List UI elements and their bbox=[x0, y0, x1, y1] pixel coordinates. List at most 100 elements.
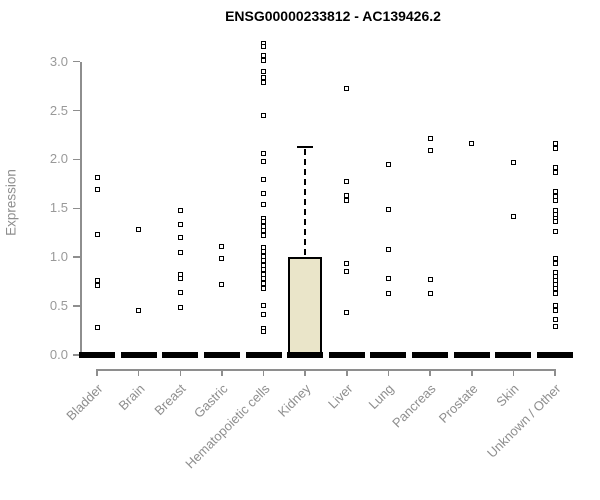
data-point-marker bbox=[552, 197, 558, 203]
data-point-marker bbox=[510, 159, 516, 165]
y-tick-mark bbox=[73, 256, 80, 258]
data-point-marker bbox=[552, 229, 558, 235]
data-point-marker bbox=[552, 290, 558, 296]
data-point-marker bbox=[344, 193, 350, 199]
data-point-marker bbox=[261, 267, 267, 273]
x-tick-mark bbox=[471, 370, 473, 376]
y-tick-mark bbox=[73, 158, 80, 161]
data-point-marker bbox=[552, 302, 558, 308]
x-tick-mark bbox=[221, 370, 223, 376]
data-point-marker bbox=[552, 307, 558, 313]
data-point-marker bbox=[219, 243, 225, 249]
y-axis-label: Expression bbox=[3, 169, 19, 236]
median-bar bbox=[370, 352, 407, 358]
data-point-marker bbox=[510, 213, 516, 219]
data-point-marker bbox=[261, 248, 267, 254]
data-point-marker bbox=[261, 276, 267, 282]
data-point-marker bbox=[261, 257, 267, 263]
data-point-marker bbox=[94, 278, 100, 284]
y-axis-line bbox=[80, 61, 82, 355]
data-point-marker bbox=[385, 276, 391, 282]
data-point-marker bbox=[261, 191, 267, 197]
y-tick-label: 0.5 bbox=[49, 298, 68, 314]
data-point-marker bbox=[552, 164, 558, 170]
median-bar bbox=[245, 352, 282, 358]
data-point-marker bbox=[552, 324, 558, 330]
data-point-marker bbox=[552, 141, 558, 147]
data-point-marker bbox=[385, 246, 391, 252]
x-tick-mark bbox=[137, 370, 140, 376]
data-point-marker bbox=[552, 260, 558, 266]
y-tick-label: 0.0 bbox=[49, 347, 68, 362]
data-point-marker bbox=[261, 201, 267, 207]
data-point-marker bbox=[94, 232, 100, 238]
boxplot-box bbox=[288, 257, 323, 355]
data-point-marker bbox=[552, 169, 558, 175]
y-tick-label: 1.0 bbox=[49, 249, 68, 265]
boxplot-whisker bbox=[303, 148, 306, 256]
boxplot-whisker-cap bbox=[297, 145, 314, 149]
data-point-marker bbox=[261, 158, 267, 164]
median-bar bbox=[453, 352, 490, 358]
data-point-marker bbox=[261, 58, 267, 64]
median-bar bbox=[412, 352, 449, 358]
data-point-marker bbox=[427, 136, 433, 142]
data-point-marker bbox=[344, 269, 350, 275]
x-tick-mark bbox=[554, 370, 556, 376]
median-bar bbox=[537, 352, 574, 358]
y-tick-label: 2.0 bbox=[49, 151, 68, 167]
median-bar bbox=[287, 352, 324, 358]
median-bar bbox=[203, 352, 240, 358]
data-point-marker bbox=[261, 262, 267, 268]
data-point-marker bbox=[552, 146, 558, 152]
data-point-marker bbox=[94, 283, 100, 289]
data-point-marker bbox=[427, 148, 433, 154]
median-bar bbox=[79, 352, 115, 358]
data-point-marker bbox=[261, 219, 267, 225]
data-point-marker bbox=[261, 285, 267, 291]
x-tick-mark bbox=[387, 370, 390, 376]
data-point-marker bbox=[427, 277, 433, 283]
data-point-marker bbox=[344, 260, 350, 266]
data-point-marker bbox=[177, 276, 183, 282]
data-point-marker bbox=[552, 189, 558, 195]
data-point-marker bbox=[344, 197, 350, 203]
data-point-marker bbox=[261, 44, 267, 50]
data-point-marker bbox=[552, 255, 558, 261]
x-tick-mark bbox=[262, 370, 265, 376]
y-tick-mark bbox=[73, 305, 80, 307]
data-point-marker bbox=[219, 282, 225, 288]
data-point-marker bbox=[469, 141, 475, 147]
data-point-marker bbox=[552, 317, 558, 323]
y-tick-label: 3.0 bbox=[49, 53, 68, 69]
data-point-marker bbox=[385, 206, 391, 212]
data-point-marker bbox=[261, 233, 267, 239]
data-point-marker bbox=[219, 255, 225, 261]
data-point-marker bbox=[261, 302, 267, 308]
x-tick-mark bbox=[512, 370, 515, 376]
data-point-marker bbox=[385, 161, 391, 167]
data-point-marker bbox=[344, 179, 350, 185]
data-point-marker bbox=[261, 79, 267, 85]
chart-title: ENSG00000233812 - AC139426.2 bbox=[225, 8, 441, 24]
median-bar bbox=[328, 352, 365, 358]
data-point-marker bbox=[344, 310, 350, 316]
y-tick-mark bbox=[73, 207, 80, 210]
data-point-marker bbox=[261, 228, 267, 234]
x-tick-mark bbox=[304, 370, 306, 376]
x-tick-mark bbox=[429, 370, 431, 376]
data-point-marker bbox=[177, 222, 183, 228]
data-point-marker bbox=[136, 227, 142, 233]
data-point-marker bbox=[177, 249, 183, 255]
data-point-marker bbox=[177, 235, 183, 241]
data-point-marker bbox=[261, 281, 267, 287]
data-point-marker bbox=[261, 74, 267, 80]
y-tick-mark bbox=[73, 109, 80, 112]
data-point-marker bbox=[344, 86, 350, 92]
data-point-marker bbox=[427, 290, 433, 296]
data-point-marker bbox=[94, 187, 100, 193]
data-point-marker bbox=[552, 219, 558, 225]
data-point-marker bbox=[261, 151, 267, 157]
data-point-marker bbox=[261, 312, 267, 318]
